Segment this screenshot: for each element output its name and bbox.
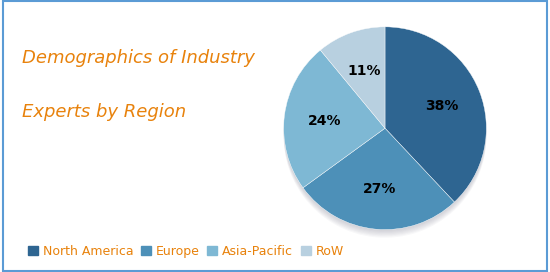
- Wedge shape: [321, 33, 385, 134]
- Text: Experts by Region: Experts by Region: [22, 103, 186, 121]
- Text: 24%: 24%: [308, 114, 342, 128]
- Wedge shape: [284, 51, 385, 189]
- Wedge shape: [303, 135, 454, 237]
- Wedge shape: [321, 34, 385, 135]
- Text: Demographics of Industry: Demographics of Industry: [22, 49, 255, 67]
- Wedge shape: [303, 131, 454, 232]
- Legend: North America, Europe, Asia-Pacific, RoW: North America, Europe, Asia-Pacific, RoW: [23, 240, 349, 263]
- Wedge shape: [321, 30, 385, 132]
- Wedge shape: [284, 50, 385, 188]
- Wedge shape: [385, 32, 486, 207]
- Text: 11%: 11%: [348, 64, 381, 78]
- Wedge shape: [385, 30, 486, 206]
- Wedge shape: [321, 29, 385, 131]
- Wedge shape: [303, 129, 454, 231]
- Wedge shape: [321, 35, 385, 136]
- Wedge shape: [284, 50, 385, 188]
- Wedge shape: [385, 34, 486, 209]
- Wedge shape: [303, 128, 454, 230]
- Wedge shape: [284, 52, 385, 190]
- Wedge shape: [284, 57, 385, 195]
- Wedge shape: [321, 32, 385, 133]
- Wedge shape: [284, 55, 385, 192]
- Wedge shape: [321, 27, 385, 128]
- Wedge shape: [284, 54, 385, 191]
- Wedge shape: [385, 28, 486, 203]
- Text: 27%: 27%: [362, 182, 396, 196]
- Wedge shape: [321, 28, 385, 129]
- Wedge shape: [385, 29, 486, 205]
- Wedge shape: [284, 58, 385, 196]
- Wedge shape: [385, 27, 486, 202]
- Text: 38%: 38%: [425, 99, 458, 113]
- Wedge shape: [385, 33, 486, 208]
- Wedge shape: [321, 27, 385, 128]
- Wedge shape: [303, 134, 454, 235]
- Wedge shape: [284, 56, 385, 194]
- Wedge shape: [303, 132, 454, 233]
- Wedge shape: [385, 35, 486, 210]
- Wedge shape: [303, 136, 454, 238]
- Wedge shape: [385, 27, 486, 202]
- Wedge shape: [303, 133, 454, 234]
- Wedge shape: [303, 128, 454, 230]
